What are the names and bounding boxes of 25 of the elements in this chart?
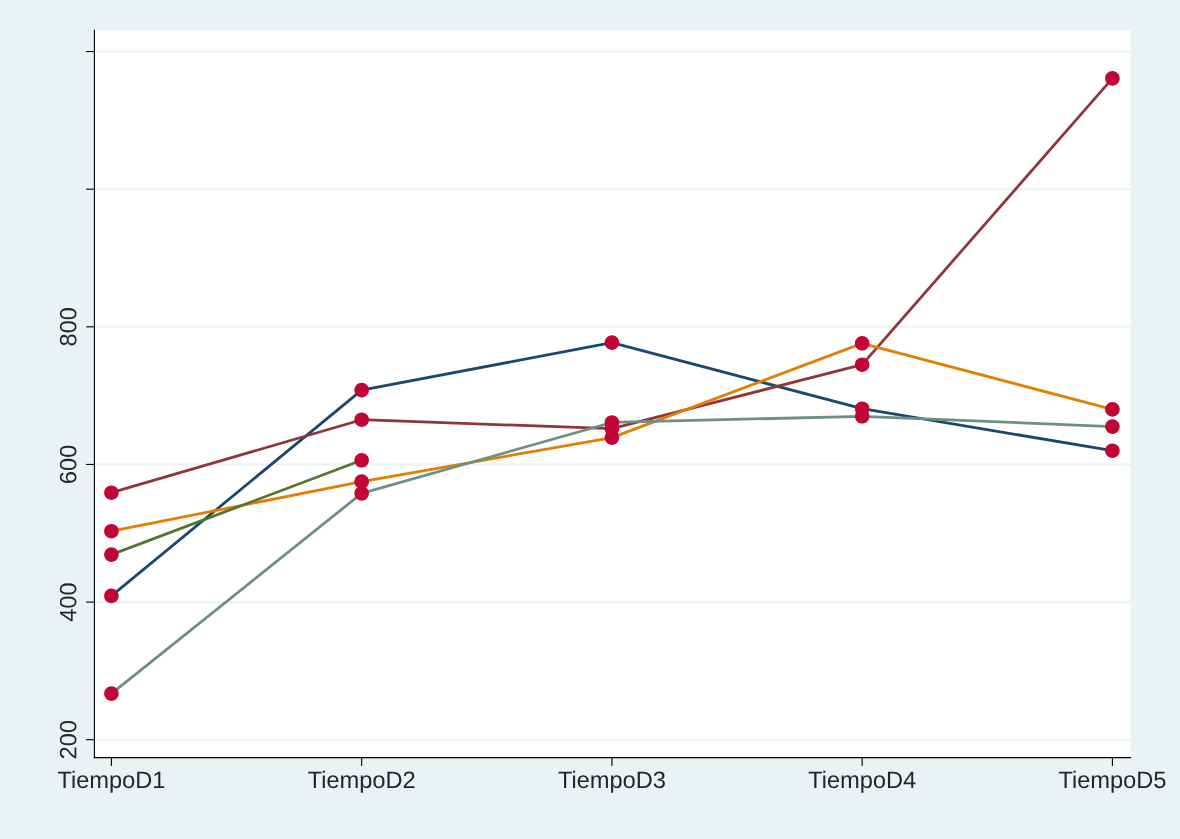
point <box>854 357 870 372</box>
point <box>354 382 369 398</box>
point <box>354 453 369 468</box>
x-tick-label: TiempoD1 <box>57 770 165 793</box>
point <box>104 485 119 500</box>
x-tick-label: TiempoD3 <box>558 770 665 793</box>
x-tick-label: TiempoD2 <box>308 770 415 793</box>
point <box>354 486 369 501</box>
point <box>1105 419 1120 434</box>
point <box>1105 443 1120 458</box>
point <box>854 336 870 351</box>
point <box>1105 71 1120 86</box>
y-tick-label: 600 <box>59 445 77 483</box>
y-tick-label: 800 <box>59 308 77 346</box>
x-tick-label: TiempoD5 <box>1058 770 1166 793</box>
point <box>104 588 119 604</box>
point <box>1105 402 1120 417</box>
point <box>104 547 119 562</box>
y-tick-label: 200 <box>59 720 77 759</box>
point <box>104 523 119 539</box>
y-tick-label: 400 <box>59 583 77 622</box>
point <box>104 686 119 701</box>
point <box>354 412 369 427</box>
x-tick-label: TiempoD4 <box>808 770 916 793</box>
point <box>604 335 620 350</box>
